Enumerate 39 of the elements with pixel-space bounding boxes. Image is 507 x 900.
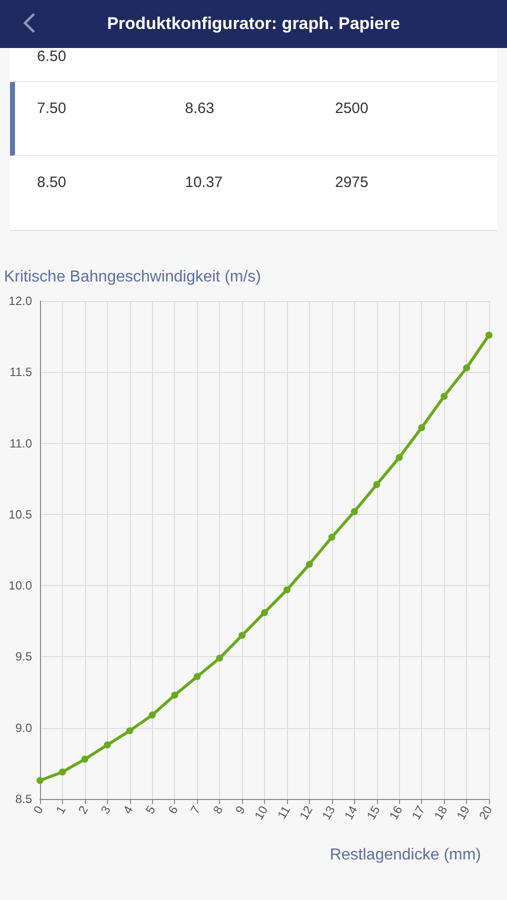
x-tick-label: 14: [342, 803, 361, 822]
x-tick-label: 3: [98, 803, 114, 816]
x-axis-title: Restlagendicke (mm): [330, 846, 481, 864]
y-tick-label: 9.0: [15, 720, 32, 735]
text: 2500: [335, 100, 370, 117]
y-axis-title: Kritische Bahngeschwindigkeit (m/s): [4, 268, 261, 286]
text: 6.50: [36, 48, 68, 65]
x-tick-label: 7: [188, 803, 204, 816]
text: 8.63: [185, 100, 216, 117]
x-tick-label: 20: [476, 803, 496, 822]
x-tick-label: 18: [431, 803, 450, 822]
text: 7.50: [36, 100, 68, 117]
x-tick-label: 0: [30, 803, 46, 816]
y-tick-label: 9.5: [15, 650, 32, 664]
x-tick-label: 2: [76, 803, 92, 816]
x-tick-label: 17: [408, 803, 428, 822]
y-tick-label: 10.5: [8, 507, 32, 522]
text: 2975: [335, 174, 370, 191]
x-tick-label: 8: [210, 803, 226, 816]
y-tick-label: 12.0: [8, 294, 32, 308]
x-tick-label: 4: [120, 803, 136, 816]
x-tick-label: 13: [319, 803, 338, 822]
text: 10.37: [185, 174, 224, 191]
x-tick-label: 19: [454, 803, 473, 822]
x-tick-label: 6: [165, 803, 181, 816]
text: 8.50: [36, 174, 68, 191]
y-tick-label: 11.5: [10, 365, 32, 380]
x-tick-label: 15: [364, 803, 383, 822]
text: Produktkonfigurator: graph. Papiere: [106, 14, 401, 34]
x-tick-label: 5: [142, 803, 158, 816]
x-tick-label: 12: [296, 803, 316, 822]
x-tick-label: 1: [53, 803, 69, 816]
x-tick-label: 11: [274, 803, 294, 822]
x-tick-label: 10: [252, 803, 271, 822]
y-tick-label: 10.0: [8, 578, 32, 593]
y-tick-label: 11.0: [10, 436, 32, 450]
y-tick-label: 8.5: [15, 792, 32, 806]
x-tick-label: 9: [232, 803, 248, 816]
x-tick-label: 16: [386, 803, 406, 822]
